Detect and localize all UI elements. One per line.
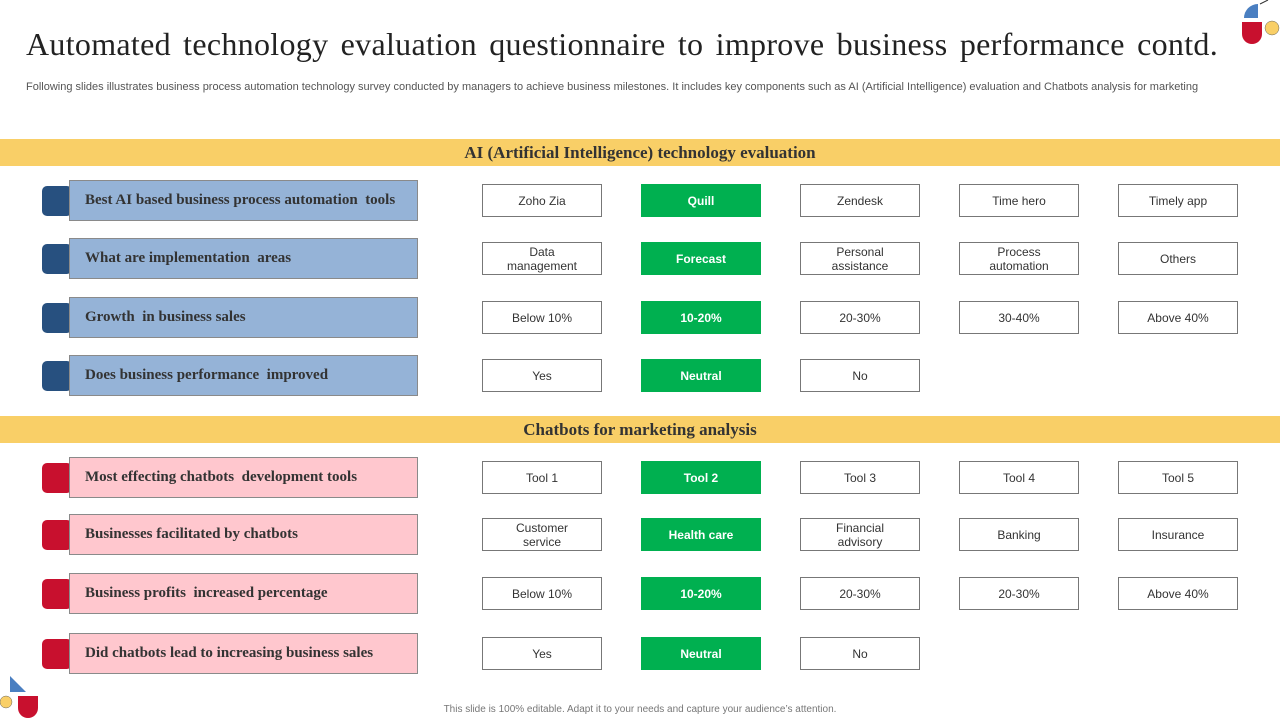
option: No [800, 637, 920, 670]
question: Growth in business sales [69, 297, 418, 338]
question-tab [42, 186, 72, 216]
question-tab [42, 244, 72, 274]
option: Time hero [959, 184, 1079, 217]
question: Businesses facilitated by chatbots [69, 514, 418, 555]
option: Customer service [482, 518, 602, 551]
question-tab [42, 579, 72, 609]
option: Tool 4 [959, 461, 1079, 494]
option: 30-40% [959, 301, 1079, 334]
question-tab [42, 639, 72, 669]
section-heading: Chatbots for marketing analysis [0, 416, 1280, 443]
slide-title: Automated technology evaluation question… [26, 26, 1218, 62]
option: No [800, 359, 920, 392]
option: Data management [482, 242, 602, 275]
option: Tool 3 [800, 461, 920, 494]
option: 20-30% [800, 577, 920, 610]
option: Below 10% [482, 301, 602, 334]
selected-option: 10-20% [641, 577, 761, 610]
option: 20-30% [959, 577, 1079, 610]
option: Process automation [959, 242, 1079, 275]
question-tab [42, 463, 72, 493]
option: Personal assistance [800, 242, 920, 275]
option: Tool 5 [1118, 461, 1238, 494]
selected-option: Forecast [641, 242, 761, 275]
option: Banking [959, 518, 1079, 551]
option: Above 40% [1118, 301, 1238, 334]
option: Yes [482, 637, 602, 670]
option: Yes [482, 359, 602, 392]
option: Financial advisory [800, 518, 920, 551]
footer-note: This slide is 100% editable. Adapt it to… [443, 704, 837, 715]
option: Above 40% [1118, 577, 1238, 610]
option: Others [1118, 242, 1238, 275]
question: Business profits increased percentage [69, 573, 418, 614]
option: Below 10% [482, 577, 602, 610]
question: Best AI based business process automatio… [69, 180, 418, 221]
corner-decoration [1242, 0, 1280, 44]
option: Timely app [1118, 184, 1238, 217]
question-tab [42, 361, 72, 391]
question: Does business performance improved [69, 355, 418, 396]
option: Zendesk [800, 184, 920, 217]
selected-option: Health care [641, 518, 761, 551]
question-tab [42, 303, 72, 333]
section-heading: AI (Artificial Intelligence) technology … [0, 139, 1280, 166]
selected-option: Neutral [641, 359, 761, 392]
slide-subtitle: Following slides illustrates business pr… [26, 81, 1199, 93]
selected-option: Tool 2 [641, 461, 761, 494]
option: Insurance [1118, 518, 1238, 551]
question: Did chatbots lead to increasing business… [69, 633, 418, 674]
option: Tool 1 [482, 461, 602, 494]
question-tab [42, 520, 72, 550]
selected-option: Quill [641, 184, 761, 217]
question: Most effecting chatbots development tool… [69, 457, 418, 498]
corner-decoration [0, 676, 38, 718]
option: Zoho Zia [482, 184, 602, 217]
question: What are implementation areas [69, 238, 418, 279]
selected-option: Neutral [641, 637, 761, 670]
selected-option: 10-20% [641, 301, 761, 334]
option: 20-30% [800, 301, 920, 334]
